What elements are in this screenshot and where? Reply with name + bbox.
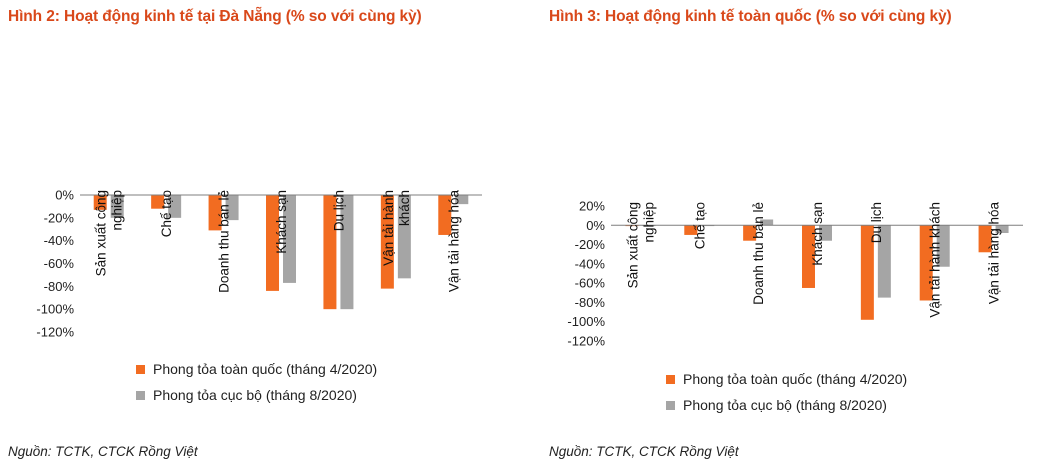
- legend-label: Phong tỏa toàn quốc (tháng 4/2020): [153, 361, 378, 377]
- category-label-line: Sản xuất công: [625, 202, 640, 288]
- category-label-line: Khách sạn: [274, 190, 289, 254]
- category-label-line: Vận tải hành khách: [928, 202, 943, 318]
- legend-swatch-orange: [136, 364, 145, 374]
- category-label: Du lịch: [869, 202, 884, 243]
- legend-swatch-gray: [666, 400, 675, 410]
- chart-national: 20% 0% -20% -40% -60% -80% -100% -120% Sản xuất …: [567, 199, 1023, 349]
- category-label-line: Vận tải hàng hóa: [987, 202, 1002, 305]
- bar-series1: [684, 225, 698, 235]
- legend-swatch-orange: [666, 374, 675, 384]
- y-tick-label: -20%: [44, 210, 75, 225]
- category-label-line: Chế tạo: [159, 190, 174, 237]
- bar-series1: [208, 195, 222, 231]
- category-label-line: nghiệp: [641, 202, 656, 243]
- bar-series2: [760, 219, 774, 226]
- y-tick-label: 0%: [55, 188, 74, 203]
- chart-panel-danang: Hình 2: Hoạt động kinh tế tại Đà Nẵng (%…: [0, 0, 525, 467]
- legend-item-series1: Phong tỏa toàn quốc (tháng 4/2020): [136, 356, 377, 382]
- category-label: Vận tải hàng hóa: [987, 202, 1002, 305]
- category-label: Sản xuất côngnghiệp: [94, 190, 125, 276]
- category-label: Khách sạn: [810, 202, 825, 266]
- y-tick-label: 0%: [586, 218, 605, 233]
- category-label-line: Du lịch: [869, 202, 884, 243]
- y-tick-label: -120%: [36, 325, 74, 340]
- category-label: Sản xuất côngnghiệp: [625, 202, 656, 288]
- bar-series1: [860, 225, 874, 320]
- chart-panel-national: Hình 3: Hoạt động kinh tế toàn quốc (% s…: [525, 0, 1051, 467]
- category-label-line: Doanh thu bán lẻ: [217, 190, 232, 293]
- bar-series1: [978, 225, 992, 253]
- category-label-line: Vận tải hàng hóa: [446, 190, 461, 293]
- legend-item-series2: Phong tỏa cục bộ (tháng 8/2020): [666, 392, 907, 418]
- bar-series1: [802, 225, 815, 288]
- bar-series2: [340, 195, 354, 310]
- y-tick-label: -60%: [44, 256, 75, 271]
- y-tick-label: -40%: [575, 256, 606, 271]
- bar-series2: [397, 195, 411, 279]
- category-label: Vận tải hành khách: [928, 202, 943, 318]
- bar-series1: [919, 225, 933, 301]
- y-tick-label: -40%: [44, 233, 75, 248]
- category-label: Chế tạo: [159, 190, 174, 237]
- category-label: Chế tạo: [692, 202, 707, 249]
- source-note: Nguồn: TCTK, CTCK Rồng Việt: [549, 444, 739, 459]
- category-label-line: Doanh thu bán lẻ: [751, 202, 766, 305]
- bar-series2: [455, 195, 469, 205]
- y-tick-label: -120%: [567, 334, 605, 349]
- y-tick-label: -20%: [575, 237, 606, 252]
- bar-series2: [225, 195, 239, 221]
- bar-series2: [995, 225, 1009, 233]
- legend-label: Phong tỏa cục bộ (tháng 8/2020): [153, 387, 357, 403]
- legend-label: Phong tỏa cục bộ (tháng 8/2020): [683, 397, 887, 413]
- bar-series1: [323, 195, 337, 310]
- bar-series2: [936, 225, 950, 267]
- bar-series1: [266, 195, 279, 291]
- source-note: Nguồn: TCTK, CTCK Rồng Việt: [8, 444, 198, 459]
- bar-series1: [380, 195, 394, 289]
- category-label: Du lịch: [331, 190, 346, 231]
- category-label: Khách sạn: [274, 190, 289, 254]
- category-label-line: Chế tạo: [692, 202, 707, 249]
- chart-title: Hình 3: Hoạt động kinh tế toàn quốc (% s…: [549, 8, 952, 25]
- y-tick-label: -60%: [575, 276, 606, 291]
- legend: Phong tỏa toàn quốc (tháng 4/2020) Phong…: [666, 366, 907, 418]
- category-label-line: Du lịch: [331, 190, 346, 231]
- chart-title: Hình 2: Hoạt động kinh tế tại Đà Nẵng (%…: [8, 8, 422, 25]
- legend-item-series1: Phong tỏa toàn quốc (tháng 4/2020): [666, 366, 907, 392]
- bar-series2: [819, 225, 832, 241]
- bar-series2: [110, 195, 124, 218]
- legend-swatch-gray: [136, 390, 145, 400]
- y-tick-label: -100%: [567, 314, 605, 329]
- category-label: Vận tải hànhkhách: [381, 190, 412, 266]
- category-label-line: khách: [397, 190, 412, 226]
- bar-series2: [168, 195, 182, 218]
- chart-danang: 0% -20% -40% -60% -80% -100% -120% Sản xuất côn…: [36, 188, 482, 340]
- bar-series1: [93, 195, 107, 210]
- category-label: Doanh thu bán lẻ: [751, 202, 766, 305]
- bar-series1: [438, 195, 452, 235]
- legend-label: Phong tỏa toàn quốc (tháng 4/2020): [683, 371, 908, 387]
- category-label-line: Sản xuất công: [94, 190, 109, 276]
- category-label-line: nghiệp: [110, 190, 125, 231]
- category-label: Vận tải hàng hóa: [446, 190, 461, 293]
- category-label-line: Vận tải hành: [381, 190, 396, 266]
- bar-series2: [877, 225, 891, 298]
- y-tick-label: -80%: [575, 295, 606, 310]
- y-tick-label: -80%: [44, 279, 75, 294]
- legend-item-series2: Phong tỏa cục bộ (tháng 8/2020): [136, 382, 377, 408]
- bar-series1: [743, 225, 757, 241]
- category-label: Doanh thu bán lẻ: [217, 190, 232, 293]
- y-tick-label: 20%: [579, 199, 605, 214]
- legend: Phong tỏa toàn quốc (tháng 4/2020) Phong…: [136, 356, 377, 408]
- y-tick-label: -100%: [36, 302, 74, 317]
- category-label-line: Khách sạn: [810, 202, 825, 266]
- bar-series1: [151, 195, 165, 209]
- bar-series2: [283, 195, 296, 283]
